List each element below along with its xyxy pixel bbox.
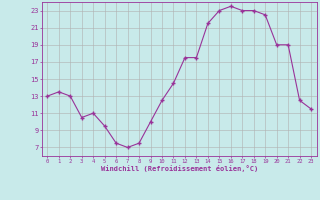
X-axis label: Windchill (Refroidissement éolien,°C): Windchill (Refroidissement éolien,°C) [100,165,258,172]
